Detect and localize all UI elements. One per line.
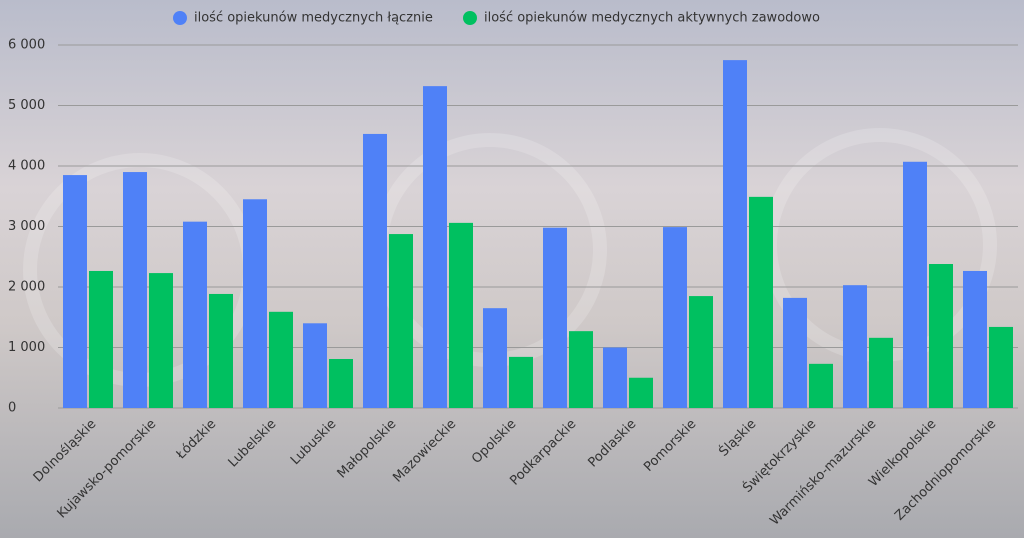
bar — [543, 227, 567, 408]
bar — [843, 285, 867, 408]
x-tick-label: Podlaskie — [586, 417, 640, 471]
bar — [63, 175, 87, 408]
x-tick-label: Lubelskie — [226, 417, 280, 471]
y-tick-label: 5 000 — [8, 98, 45, 113]
x-tick-label: Mazowieckie — [390, 417, 459, 486]
bar — [303, 323, 327, 408]
bar — [603, 347, 627, 408]
legend-marker — [463, 11, 477, 25]
bar — [123, 172, 147, 408]
x-tick-label: Opolskie — [469, 417, 519, 467]
bar — [809, 363, 833, 408]
bar — [89, 270, 113, 408]
bar — [183, 221, 207, 408]
bar — [929, 264, 953, 408]
bar — [963, 270, 987, 408]
y-tick-label: 4 000 — [8, 159, 45, 174]
bar — [749, 196, 773, 408]
bar — [989, 326, 1013, 408]
bar — [903, 161, 927, 408]
bar — [149, 273, 173, 408]
bar — [629, 377, 653, 408]
y-tick-label: 1 000 — [8, 340, 45, 355]
x-tick-label: Warmińsko-mazurskie — [767, 417, 879, 529]
y-tick-label: 2 000 — [8, 280, 45, 295]
bar — [449, 222, 473, 408]
bar — [509, 356, 533, 408]
bar — [243, 199, 267, 408]
x-tick-label: Śląskie — [716, 416, 760, 460]
bar — [783, 297, 807, 408]
legend-label: ilość opiekunów medycznych łącznie — [194, 11, 433, 26]
legend-marker — [173, 11, 187, 25]
bar — [363, 133, 387, 408]
bar — [663, 227, 687, 408]
x-tick-label: Kujawsko-pomorskie — [55, 417, 160, 522]
x-tick-label: Lubuskie — [288, 417, 339, 468]
x-tick-label: Łódzkie — [173, 417, 219, 463]
bar — [483, 308, 507, 408]
bar — [329, 358, 353, 408]
bar — [269, 311, 293, 408]
bar — [209, 293, 233, 408]
x-tick-label: Zachodniopomorskie — [892, 417, 999, 524]
bar — [869, 337, 893, 408]
bar — [723, 60, 747, 408]
bar — [389, 234, 413, 408]
bar — [569, 331, 593, 408]
bar — [689, 296, 713, 408]
legend-label: ilość opiekunów medycznych aktywnych zaw… — [484, 11, 820, 26]
y-tick-label: 6 000 — [8, 38, 45, 53]
x-tick-label: Pomorskie — [641, 417, 699, 475]
y-tick-label: 3 000 — [8, 219, 45, 234]
y-tick-label: 0 — [8, 401, 16, 416]
x-tick-label: Małopolskie — [335, 417, 400, 482]
bar — [423, 86, 447, 408]
